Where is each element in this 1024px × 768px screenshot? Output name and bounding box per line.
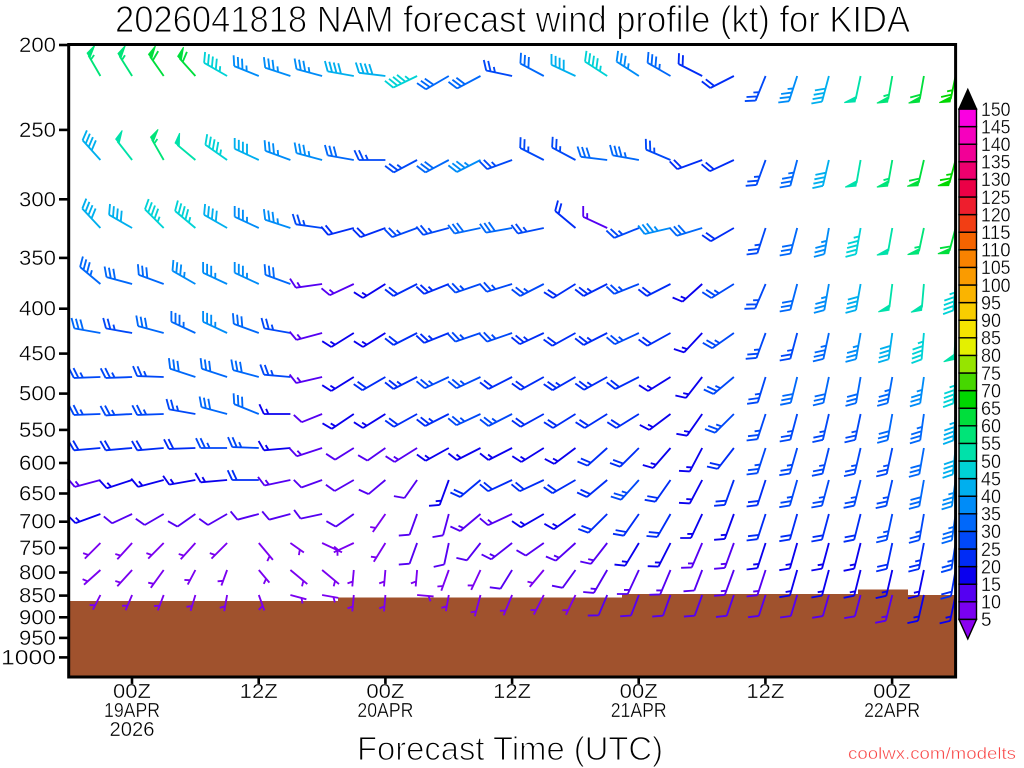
svg-text:1000: 1000	[1, 646, 56, 669]
svg-text:115: 115	[981, 223, 1011, 244]
svg-text:10: 10	[981, 593, 1001, 614]
svg-text:650: 650	[19, 483, 56, 506]
svg-text:130: 130	[981, 170, 1011, 191]
svg-text:2026: 2026	[110, 719, 155, 741]
svg-text:12Z: 12Z	[240, 681, 278, 703]
svg-text:900: 900	[19, 606, 56, 629]
svg-text:35: 35	[981, 505, 1001, 526]
svg-text:700: 700	[19, 511, 56, 534]
svg-text:5: 5	[981, 610, 992, 631]
svg-text:75: 75	[981, 364, 1001, 385]
svg-text:45: 45	[981, 469, 1001, 490]
svg-text:Forecast Time (UTC): Forecast Time (UTC)	[357, 730, 663, 767]
svg-text:95: 95	[981, 293, 1001, 314]
svg-text:150: 150	[981, 100, 1011, 121]
svg-text:600: 600	[19, 452, 56, 475]
svg-text:65: 65	[981, 399, 1001, 420]
svg-text:50: 50	[981, 452, 1001, 473]
svg-text:12Z: 12Z	[746, 681, 784, 703]
svg-text:22APR: 22APR	[864, 700, 920, 722]
svg-text:19APR: 19APR	[104, 700, 160, 722]
svg-text:25: 25	[981, 540, 1001, 561]
svg-text:110: 110	[981, 241, 1011, 262]
svg-text:80: 80	[981, 346, 1001, 367]
svg-text:55: 55	[981, 434, 1001, 455]
svg-text:350: 350	[19, 247, 56, 270]
svg-text:140: 140	[981, 135, 1011, 156]
svg-text:2026041818 NAM forecast wind p: 2026041818 NAM forecast wind profile (kt…	[115, 0, 910, 40]
svg-text:125: 125	[981, 188, 1011, 209]
svg-text:120: 120	[981, 205, 1011, 226]
svg-text:500: 500	[19, 383, 56, 406]
svg-text:40: 40	[981, 487, 1001, 508]
svg-text:250: 250	[19, 119, 56, 142]
svg-text:300: 300	[19, 188, 56, 211]
svg-text:550: 550	[19, 419, 56, 442]
svg-text:00Z: 00Z	[620, 681, 658, 703]
svg-text:21APR: 21APR	[611, 700, 667, 722]
svg-text:750: 750	[19, 537, 56, 560]
svg-text:145: 145	[981, 117, 1011, 138]
svg-text:850: 850	[19, 585, 56, 608]
svg-text:20: 20	[981, 557, 1001, 578]
svg-text:60: 60	[981, 417, 1001, 438]
svg-text:12Z: 12Z	[493, 681, 531, 703]
svg-text:70: 70	[981, 381, 1001, 402]
svg-text:950: 950	[19, 627, 56, 650]
svg-text:105: 105	[981, 258, 1011, 279]
svg-text:coolwx.com/modelts: coolwx.com/modelts	[848, 744, 1016, 763]
svg-text:15: 15	[981, 575, 1001, 596]
svg-text:450: 450	[19, 343, 56, 366]
svg-text:90: 90	[981, 311, 1001, 332]
svg-text:00Z: 00Z	[113, 681, 151, 703]
svg-text:85: 85	[981, 329, 1001, 350]
svg-text:20APR: 20APR	[357, 700, 413, 722]
svg-text:400: 400	[19, 298, 56, 321]
svg-text:30: 30	[981, 522, 1001, 543]
svg-text:00Z: 00Z	[873, 681, 911, 703]
svg-text:100: 100	[981, 276, 1011, 297]
svg-text:00Z: 00Z	[366, 681, 404, 703]
svg-text:200: 200	[19, 34, 56, 57]
svg-text:135: 135	[981, 153, 1011, 174]
svg-text:800: 800	[19, 562, 56, 585]
